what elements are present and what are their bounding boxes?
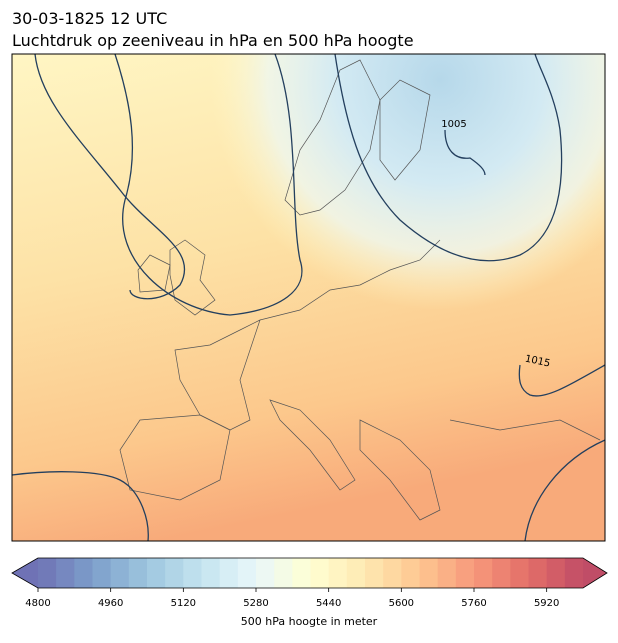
colorbar-segment [365, 558, 384, 588]
title-line1: 30-03-1825 12 UTC [12, 9, 167, 28]
colorbar-segment [346, 558, 366, 588]
colorbar-segment [183, 558, 202, 588]
colorbar-tick-label: 4800 [25, 598, 50, 609]
colorbar-segment [383, 558, 402, 588]
colorbar-segment [56, 558, 75, 588]
title-line2: Luchtdruk op zeeniveau in hPa en 500 hPa… [12, 31, 414, 50]
colorbar-tick-label: 5920 [534, 598, 559, 609]
colorbar-segment [474, 558, 493, 588]
colorbar-segment [546, 558, 566, 588]
colorbar-segment [219, 558, 239, 588]
colorbar-segment [510, 558, 529, 588]
colorbar-segment [128, 558, 148, 588]
colorbar-segment [564, 558, 584, 588]
colorbar-segment [74, 558, 93, 588]
map: 1005 1015 [12, 54, 605, 541]
colorbar-segment [38, 558, 57, 588]
colorbar-segment [237, 558, 257, 588]
colorbar-segment [201, 558, 221, 588]
contour-label: 1015 [524, 354, 551, 370]
colorbar-label: 500 hPa hoogte in meter [241, 615, 378, 628]
colorbar-segment [437, 558, 457, 588]
colorbar-segment [274, 558, 293, 588]
map-frame [11, 53, 606, 542]
colorbar-tick-label: 5120 [171, 598, 196, 609]
colorbar-segment [328, 558, 348, 588]
colorbar-segment [147, 558, 166, 588]
contour-label: 1005 [441, 119, 466, 130]
colorbar-segment [528, 558, 548, 588]
colorbar-outline [11, 557, 608, 589]
colorbar-tick-label: 5280 [243, 598, 268, 609]
colorbar-segment [310, 558, 330, 588]
colorbar-segment [92, 558, 112, 588]
colorbar: 4800 4960 5120 5280 5440 5600 5760 5920 [11, 557, 608, 609]
colorbar-tick-label: 5440 [316, 598, 341, 609]
colorbar-extend-low [12, 558, 38, 588]
colorbar-tick-label: 5760 [461, 598, 486, 609]
colorbar-tick-label: 4960 [98, 598, 123, 609]
colorbar-segment [419, 558, 439, 588]
colorbar-segment [165, 558, 184, 588]
colorbar-tick-label: 5600 [389, 598, 414, 609]
colorbar-segment [292, 558, 311, 588]
colorbar-segment [110, 558, 130, 588]
colorbar-segment [401, 558, 420, 588]
colorbar-segment [455, 558, 475, 588]
colorbar-extend-high [583, 558, 607, 588]
colorbar-segment [492, 558, 511, 588]
colorbar-segment [256, 558, 275, 588]
